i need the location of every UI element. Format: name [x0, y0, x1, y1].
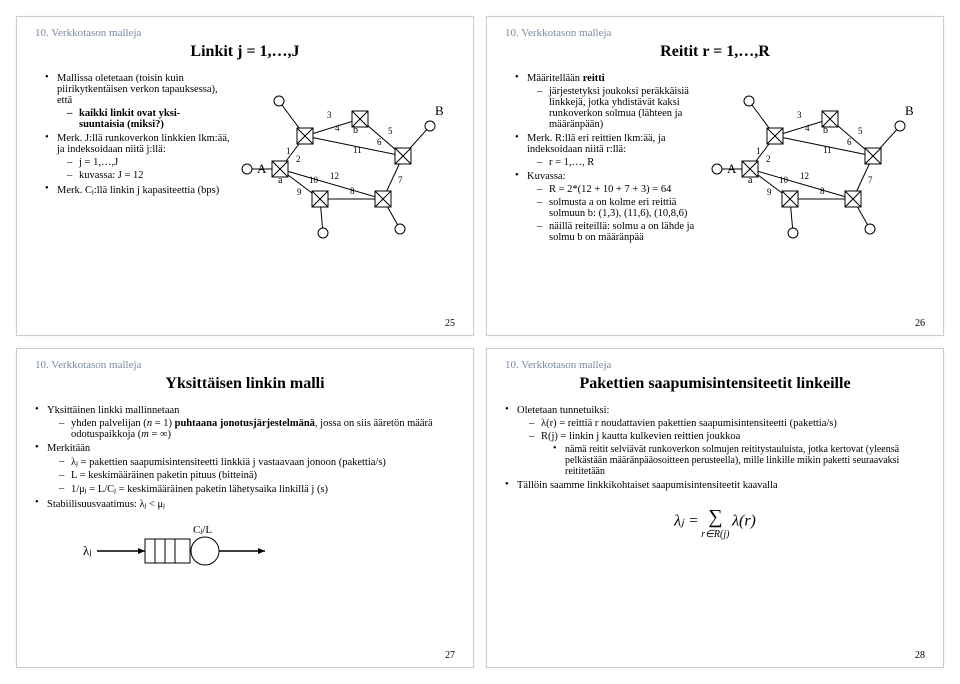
svg-text:4: 4	[805, 123, 810, 133]
list-item: j = 1,…,J	[67, 157, 235, 168]
page-number: 27	[445, 650, 455, 661]
formula: λⱼ = ∑ r∈R(j) λ(r)	[505, 506, 925, 540]
svg-text:b: b	[823, 125, 828, 136]
svg-text:1: 1	[756, 146, 761, 156]
svg-text:a: a	[748, 175, 753, 186]
svg-text:3: 3	[797, 110, 802, 120]
list-item: kuvassa: J = 12	[67, 170, 235, 181]
list-item: nämä reitit selviävät runkoverkon solmuj…	[553, 444, 925, 477]
queue-diagram: λⱼ Cⱼ/L	[35, 519, 455, 582]
slide-25: 10. Verkkotason malleja Linkit j = 1,…,J…	[16, 16, 474, 336]
svg-text:a: a	[278, 175, 283, 186]
page-number: 28	[915, 650, 925, 661]
svg-text:A: A	[727, 161, 737, 176]
slide-27: 10. Verkkotason malleja Yksittäisen link…	[16, 348, 474, 668]
list-item: kaikki linkit ovat yksi-suuntaisia (miks…	[67, 108, 235, 130]
svg-text:9: 9	[297, 187, 302, 197]
list-item: R = 2*(12 + 10 + 7 + 3) = 64	[537, 184, 705, 195]
bullet-list: Mallissa oletetaan (toisin kuin piirikyt…	[45, 73, 235, 196]
svg-text:5: 5	[388, 126, 393, 136]
svg-text:2: 2	[766, 154, 771, 164]
slide-grid: 10. Verkkotason malleja Linkit j = 1,…,J…	[16, 16, 944, 668]
list-item: Merk. Cⱼ:llä linkin j kapasiteettia (bps…	[45, 184, 235, 196]
page-number: 26	[915, 318, 925, 329]
list-item: Mallissa oletetaan (toisin kuin piirikyt…	[45, 73, 235, 130]
svg-text:11: 11	[823, 145, 832, 155]
svg-text:b: b	[353, 125, 358, 136]
breadcrumb: 10. Verkkotason malleja	[35, 359, 455, 371]
svg-text:B: B	[905, 103, 914, 118]
list-item: Yksittäinen linkki mallinnetaan yhden pa…	[35, 405, 455, 440]
svg-text:B: B	[435, 103, 444, 118]
svg-text:4: 4	[335, 123, 340, 133]
svg-text:6: 6	[377, 137, 382, 147]
breadcrumb: 10. Verkkotason malleja	[505, 359, 925, 371]
list-item: Stabiilisuusvaatimus: λⱼ < μⱼ	[35, 498, 455, 510]
list-item: Määritellään reitti järjestetyksi joukok…	[515, 73, 705, 130]
svg-text:7: 7	[398, 175, 403, 185]
list-item: R(j) = linkin j kautta kulkevien reittie…	[529, 431, 925, 477]
slide-26: 10. Verkkotason malleja Reitit r = 1,…,R…	[486, 16, 944, 336]
bullet-list: Oletetaan tunnetuiksi: λ(r) = reittiä r …	[505, 405, 925, 494]
list-item: λ(r) = reittiä r noudattavien pakettien …	[529, 418, 925, 429]
svg-text:5: 5	[858, 126, 863, 136]
bullet-list: Yksittäinen linkki mallinnetaan yhden pa…	[35, 405, 455, 513]
list-item: r = 1,…, R	[537, 157, 705, 168]
breadcrumb: 10. Verkkotason malleja	[35, 27, 455, 39]
list-item: Tällöin saamme linkkikohtaiset saapumisi…	[505, 480, 925, 491]
list-item: 1/μⱼ = L/Cⱼ = keskimääräinen paketin läh…	[59, 483, 455, 495]
list-item: järjestetyksi joukoksi peräkkäisiä linkk…	[537, 86, 705, 130]
list-item: Merk. R:llä eri reittien lkm:ää, ja inde…	[515, 133, 705, 168]
list-item: yhden palvelijan (n = 1) puhtaana jonotu…	[59, 418, 455, 440]
svg-text:3: 3	[327, 110, 332, 120]
svg-text:9: 9	[767, 187, 772, 197]
svg-text:12: 12	[330, 171, 339, 181]
svg-text:A: A	[257, 161, 267, 176]
svg-text:2: 2	[296, 154, 301, 164]
slide-title: Linkit j = 1,…,J	[35, 43, 455, 61]
lamda-label: λⱼ	[83, 543, 92, 558]
network-diagram: 123456789101112abAB	[705, 71, 925, 327]
list-item: Merkitään λⱼ = pakettien saapumisintensi…	[35, 443, 455, 495]
list-item: λⱼ = pakettien saapumisintensiteetti lin…	[59, 456, 455, 468]
network-diagram: 123456789101112abAB	[235, 71, 455, 327]
bullet-list: Määritellään reitti järjestetyksi joukok…	[515, 73, 705, 243]
rate-label: Cⱼ/L	[193, 524, 212, 536]
svg-text:1: 1	[286, 146, 291, 156]
list-item: Kuvassa: R = 2*(12 + 10 + 7 + 3) = 64 so…	[515, 171, 705, 243]
svg-text:11: 11	[353, 145, 362, 155]
svg-text:7: 7	[868, 175, 873, 185]
list-item: Oletetaan tunnetuiksi: λ(r) = reittiä r …	[505, 405, 925, 477]
list-item: solmusta a on kolme eri reittiä solmuun …	[537, 197, 705, 219]
list-item: L = keskimääräinen paketin pituus (bitte…	[59, 470, 455, 481]
breadcrumb: 10. Verkkotason malleja	[505, 27, 925, 39]
svg-text:6: 6	[847, 137, 852, 147]
slide-28: 10. Verkkotason malleja Pakettien saapum…	[486, 348, 944, 668]
list-item: näillä reiteillä: solmu a on lähde ja so…	[537, 221, 705, 243]
page-number: 25	[445, 318, 455, 329]
list-item: Merk. J:llä runkoverkon linkkien lkm:ää,…	[45, 133, 235, 181]
slide-title: Pakettien saapumisintensiteetit linkeill…	[505, 375, 925, 393]
slide-title: Yksittäisen linkin malli	[35, 375, 455, 393]
slide-title: Reitit r = 1,…,R	[505, 43, 925, 61]
svg-text:12: 12	[800, 171, 809, 181]
